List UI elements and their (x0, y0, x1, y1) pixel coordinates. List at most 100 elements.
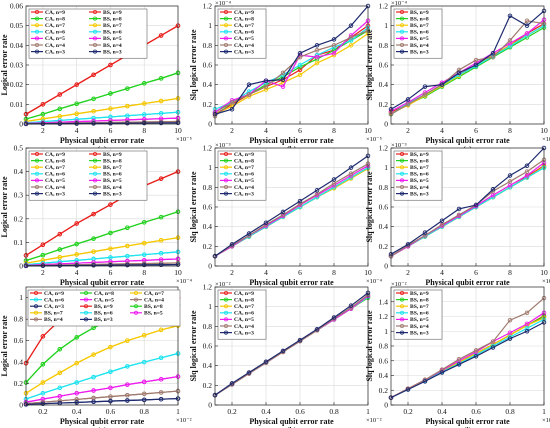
data-point (91, 399, 96, 405)
legend-swatch-marker (84, 304, 89, 309)
legend-entry-label: BS, n=5 (103, 36, 122, 42)
legend-entry-label: BS, n=8 (410, 297, 429, 303)
legend-swatch-marker (35, 49, 40, 54)
legend-swatch-marker (133, 290, 138, 295)
y-tick-label: 1.2 (379, 2, 389, 11)
legend-entry-label: CA, n=4 (45, 185, 65, 191)
legend-box (27, 289, 181, 327)
legend-swatch-marker (399, 23, 404, 28)
data-point (141, 220, 147, 225)
legend-swatch-marker (223, 330, 228, 335)
data-point (141, 101, 147, 106)
legend-swatch-marker (34, 290, 39, 295)
y-axis-label: Slq logical error rate (189, 29, 198, 100)
x-tick-label: 0.2 (403, 407, 413, 416)
legend-swatch-marker (93, 178, 98, 183)
x-tick-label: 0.4 (261, 407, 271, 416)
data-point (158, 390, 164, 395)
x-tick-label: 0.4 (437, 407, 447, 416)
data-point (91, 211, 96, 217)
legend-entry-label: CA, n=5 (234, 36, 254, 42)
y-tick-label: 0 (19, 262, 23, 271)
x-tick-label: 4 (440, 126, 444, 135)
data-point (507, 330, 513, 335)
data-point (158, 251, 164, 256)
legend-swatch-marker (35, 16, 40, 21)
data-point (108, 394, 113, 399)
x-axis-label: Physical qubit error rate (60, 417, 145, 426)
legend-entry-label: BS, n=3 (103, 191, 122, 197)
legend-swatch-marker (223, 304, 228, 309)
legend-swatch-marker (399, 178, 404, 183)
data-point (57, 346, 63, 352)
x-exponent: ×10⁻⁴ (542, 278, 550, 285)
y-tick-label: 0.2 (379, 386, 389, 395)
legend: CA, n=9CA, n=8CA, n=7CA, n=6CA, n=5CA, n… (28, 8, 148, 59)
legend-entry-label: BS, n=9 (94, 304, 113, 310)
x-tick-label: 1 (366, 407, 370, 416)
data-point (297, 198, 303, 204)
y-tick-label: 1 (208, 163, 212, 172)
legend-swatch-marker (399, 304, 404, 309)
legend-swatch-marker (399, 171, 404, 176)
legend-swatch-marker (223, 171, 228, 176)
legend-swatch-marker (399, 151, 404, 156)
data-point (57, 231, 63, 237)
data-point (158, 98, 164, 104)
data-point (74, 101, 79, 106)
legend-entry-label: BS, n=8 (410, 158, 429, 164)
legend-swatch-marker (35, 9, 40, 14)
data-point (405, 102, 411, 107)
panel-caption: (h) (287, 426, 297, 428)
data-point (524, 23, 530, 28)
legend-entry-label: CA, n=7 (144, 291, 164, 297)
x-axis-label: Physical qubit error rate (60, 136, 145, 145)
data-point (314, 48, 320, 53)
data-point (263, 78, 269, 83)
legend-swatch-marker (35, 23, 40, 28)
x-tick-label: 6 (298, 126, 302, 135)
legend-swatch-marker (399, 317, 404, 322)
legend-entry-label: BS, n=7 (410, 165, 429, 171)
legend-entry-label: CA, n=3 (234, 191, 254, 197)
x-tick-label: 0.6 (295, 407, 305, 416)
y-tick-label: 0.4 (203, 222, 213, 231)
legend-swatch-marker (35, 191, 40, 196)
y-tick-label: 1 (384, 327, 388, 336)
data-point (297, 72, 303, 78)
x-axis-label: Physical qubit error rate (249, 278, 334, 287)
data-point (507, 38, 513, 43)
data-point (74, 360, 79, 366)
x-axis-label: Physical qubit error rate (60, 278, 145, 287)
data-point (297, 337, 303, 343)
x-tick-label: 6 (298, 268, 302, 277)
legend-swatch-marker (93, 43, 98, 48)
data-point (141, 391, 147, 397)
legend-entry-label: BS, n=3 (410, 191, 429, 197)
data-point (422, 84, 428, 89)
x-tick-label: 1 (176, 407, 180, 416)
y-tick-label: 0.4 (14, 167, 24, 176)
legend-swatch-marker (399, 9, 404, 14)
data-point (158, 111, 164, 116)
legend-entry-label: CA, n=7 (45, 23, 65, 29)
data-point (456, 357, 462, 362)
y-tick-label: 0.06 (10, 2, 23, 11)
y-tick-label: 0.6 (203, 203, 213, 212)
y-tick-label: 0 (208, 401, 212, 410)
data-point (422, 230, 428, 235)
series-line (214, 292, 369, 396)
data-point (108, 230, 113, 236)
data-point (507, 179, 513, 184)
y-tick-label: 0.05 (10, 21, 23, 30)
series-line (390, 297, 545, 399)
legend-entry-label: BS, n=6 (103, 30, 122, 36)
data-point (439, 82, 445, 87)
data-point (280, 84, 286, 89)
data-point (280, 77, 286, 82)
legend-swatch-marker (133, 310, 138, 315)
legend-swatch-marker (223, 9, 228, 14)
legend-entry-label: BS, n=6 (103, 172, 122, 178)
y-axis-label: Slq logical error rate (189, 171, 198, 242)
chart-panel-f: 2 4 6 8 10 0 0.2 0.4 0.6 0.8 1 1.2 ×10⁻⁴ ×10⁻³ Physica… (365, 142, 550, 296)
